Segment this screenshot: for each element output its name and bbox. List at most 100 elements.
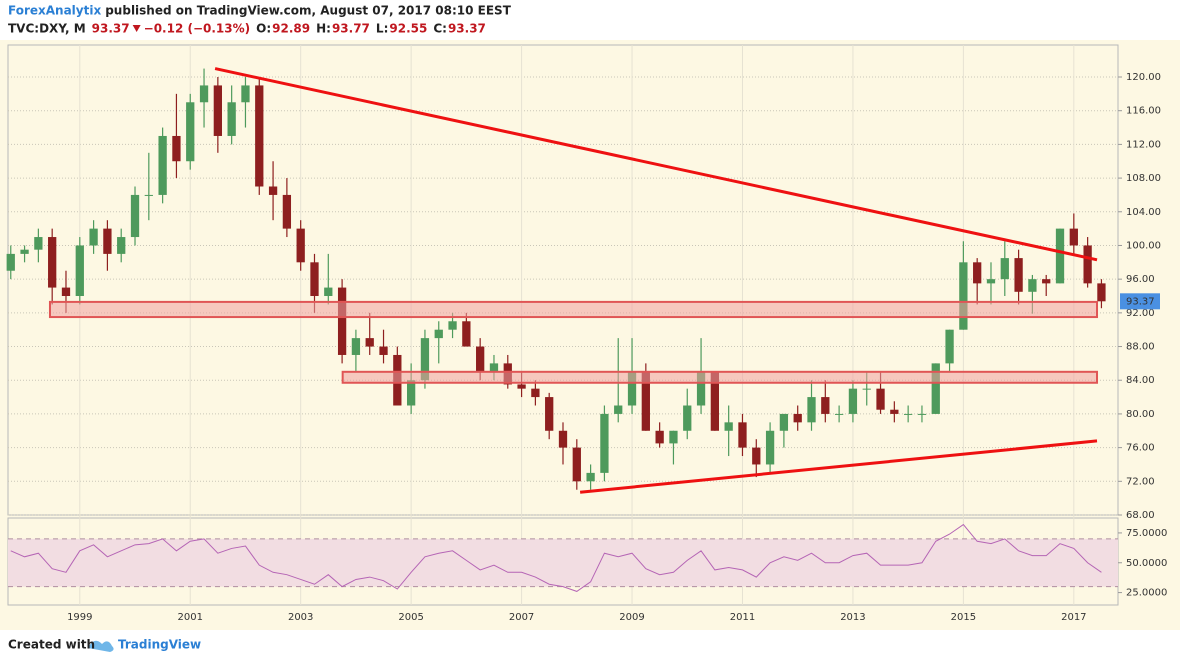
candle-body (227, 102, 236, 136)
ohlc-label: H: (316, 22, 331, 36)
author: ForexAnalytix (8, 4, 101, 18)
x-tick-label: 2009 (619, 612, 644, 623)
candle-body (255, 85, 264, 187)
candle-body (945, 329, 954, 364)
trend-line (214, 67, 1098, 262)
y-tick-label: 72.00 (1126, 476, 1155, 487)
candle-body (1028, 279, 1037, 292)
candle-body (986, 279, 996, 284)
y-tick-label: 68.00 (1126, 510, 1155, 521)
candle-body (351, 338, 361, 355)
ohlc-label: L: (376, 22, 388, 36)
candle-body (489, 363, 499, 372)
chart-background (0, 40, 1180, 630)
y-tick-label: 76.00 (1126, 443, 1155, 454)
published: published on TradingView.com, August 07,… (105, 4, 511, 18)
x-tick-label: 2015 (951, 612, 976, 623)
candle-body (337, 287, 347, 355)
candle-body (724, 422, 733, 431)
y-tick-label: 120.00 (1126, 72, 1161, 83)
y-tick-label: 84.00 (1126, 375, 1155, 386)
candle-body (61, 287, 71, 297)
candle-body (241, 85, 250, 103)
candle-body (517, 384, 526, 389)
candle-body (199, 85, 209, 103)
candle-body (848, 388, 858, 414)
ohlc-value: 93.37 (448, 22, 486, 36)
candle-body (130, 194, 140, 238)
candle-body (476, 346, 485, 372)
candle-body (600, 413, 609, 473)
footer-brand: TradingView (118, 638, 201, 652)
candle-body (683, 405, 692, 431)
candle-body (779, 413, 789, 431)
candle-body (282, 194, 292, 229)
candle-body (765, 430, 775, 465)
candle-body (103, 228, 112, 254)
support-zone (48, 300, 1099, 319)
candle-body (834, 413, 844, 415)
candle-body (807, 397, 816, 423)
x-tick-label: 2003 (288, 612, 313, 623)
x-tick-label: 2007 (509, 612, 534, 623)
candle-body (324, 287, 333, 297)
candle-body (434, 329, 443, 339)
candle-body (75, 245, 84, 297)
candle-body (904, 413, 913, 415)
candle-body (34, 237, 43, 250)
candle-body (406, 380, 416, 406)
ohlc-value: 93.77 (332, 22, 370, 36)
candle-body (545, 397, 554, 431)
candle-body (821, 397, 830, 414)
support-zone (341, 370, 1099, 384)
candle-body (531, 388, 540, 398)
y-tick-label: 88.00 (1126, 342, 1155, 353)
candle-body (448, 321, 457, 330)
candle-body (558, 430, 568, 448)
candle-body (669, 430, 678, 444)
candle-body (917, 413, 927, 415)
candle-body (172, 135, 181, 162)
candle-body (959, 262, 968, 330)
candle-body (1069, 228, 1078, 246)
ohlc-label: C: (433, 22, 447, 36)
candle-body (48, 237, 57, 288)
candle-body (117, 237, 126, 254)
change: −0.12 (−0.13%) (144, 22, 251, 36)
candle-body (420, 338, 430, 381)
candle-body (738, 422, 747, 448)
candle-body (144, 194, 153, 196)
y-tick-label: 116.00 (1126, 106, 1161, 117)
ohlc-value: 92.55 (389, 22, 427, 36)
candle-body (614, 405, 623, 414)
trend-line (579, 439, 1098, 494)
candle-body (876, 388, 885, 410)
x-tick-label: 1999 (67, 612, 92, 623)
y-tick-label: 104.00 (1126, 207, 1161, 218)
ohlc-label: O: (256, 22, 271, 36)
y-tick-label: 100.00 (1126, 240, 1161, 251)
x-tick-label: 2013 (840, 612, 865, 623)
y-tick-label: 25.0000 (1126, 588, 1167, 599)
candle-body (973, 262, 982, 284)
rsi-band (8, 538, 1118, 587)
x-tick-label: 2011 (730, 612, 755, 623)
candle-body (1083, 245, 1092, 284)
candle-body (379, 346, 388, 355)
candle-body (586, 472, 595, 482)
y-tick-label: 112.00 (1126, 139, 1161, 150)
candle-body (710, 371, 720, 431)
y-tick-label: 96.00 (1126, 274, 1155, 285)
x-tick-label: 2017 (1061, 612, 1086, 623)
candle-body (365, 338, 374, 347)
candle-body (572, 447, 581, 482)
candle-body (310, 262, 319, 297)
down-arrow-icon (132, 25, 141, 32)
last-price-box (1120, 293, 1160, 310)
candle-body (627, 371, 637, 406)
y-tick-label: 92.00 (1126, 308, 1155, 319)
candle-body (462, 321, 471, 347)
candle-body (213, 85, 222, 136)
candle-body (752, 447, 761, 465)
candle-body (1000, 258, 1009, 280)
